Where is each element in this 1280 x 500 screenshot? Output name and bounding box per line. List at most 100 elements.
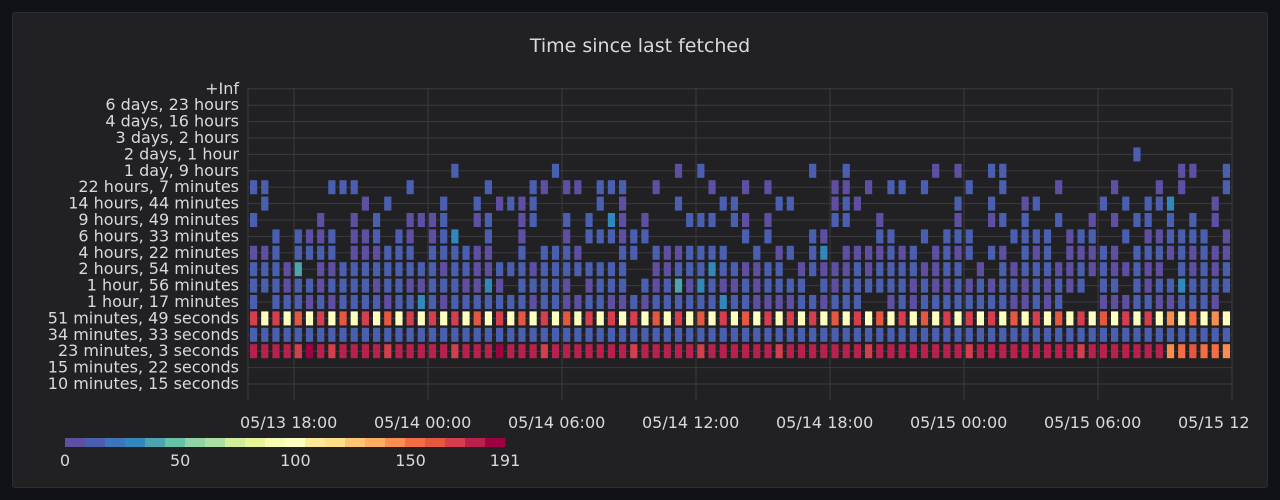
heatmap-cell (339, 278, 347, 293)
heatmap-cell (574, 262, 582, 277)
heatmap-cell (1133, 327, 1141, 342)
legend-swatch (285, 438, 306, 447)
heatmap-cell (943, 311, 951, 326)
heatmap-cell (674, 163, 683, 178)
heatmap-cell (764, 180, 772, 195)
heatmap-cell (596, 278, 604, 293)
heatmap-cell (585, 344, 593, 359)
heatmap-cell (865, 327, 873, 342)
heatmap-cell (943, 344, 951, 359)
heatmap-cell (797, 262, 806, 277)
heatmap-cell (1010, 229, 1018, 244)
y-tick-label: 9 hours, 49 minutes (78, 210, 239, 229)
heatmap-cell (988, 196, 996, 211)
heatmap-cell (428, 245, 437, 260)
heatmap-cell (563, 295, 571, 309)
heatmap-cell (697, 295, 705, 309)
heatmap-cell (1211, 262, 1219, 277)
heatmap-cell (1111, 311, 1119, 326)
heatmap-cell (865, 180, 873, 195)
heatmap-cell (328, 229, 336, 244)
heatmap-cell (1144, 262, 1152, 277)
legend-tick-label: 150 (395, 451, 426, 470)
heatmap-cell (473, 213, 481, 227)
heatmap-cell (1200, 245, 1208, 260)
heatmap-cell (395, 344, 403, 359)
heatmap-cell (406, 180, 414, 195)
heatmap-cell (730, 213, 738, 227)
heatmap-cell (462, 245, 470, 260)
heatmap-cell (294, 344, 302, 359)
heatmap-cell (1178, 245, 1186, 260)
heatmap-cell (797, 344, 806, 359)
heatmap-cell (1189, 344, 1197, 359)
heatmap-cell (853, 311, 861, 326)
heatmap-cell (540, 344, 548, 359)
heatmap-cell (440, 327, 448, 342)
heatmap-cell (507, 344, 515, 359)
heatmap-cell (976, 262, 984, 277)
heatmap-cell (842, 278, 850, 293)
heatmap-cell (965, 245, 973, 260)
heatmap-cell (887, 295, 895, 309)
heatmap-cell (719, 278, 727, 293)
legend-swatch (85, 438, 106, 447)
heatmap-cell (283, 262, 291, 277)
heatmap-cell (965, 311, 973, 326)
heatmap-cell (1032, 229, 1040, 244)
heatmap-cell (1155, 262, 1163, 277)
heatmap-cell (384, 295, 392, 309)
heatmap-cell (596, 344, 604, 359)
heatmap-cell (786, 327, 794, 342)
heatmap-cell (529, 262, 537, 277)
heatmap-cell (988, 311, 996, 326)
heatmap-cell (1077, 262, 1085, 277)
heatmap-cell (1111, 245, 1119, 260)
heatmap-cell (1099, 196, 1107, 211)
heatmap-cell (451, 262, 459, 277)
heatmap-cell (250, 344, 258, 359)
heatmap-cell (786, 278, 794, 293)
heatmap-cell (384, 245, 392, 260)
heatmap-cell (339, 344, 347, 359)
heatmap-cell (563, 245, 571, 260)
heatmap-cell (596, 180, 604, 195)
heatmap-cell (283, 295, 291, 309)
heatmap-cell (1055, 262, 1063, 277)
heatmap-cell (1211, 295, 1219, 309)
heatmap-cell (361, 196, 369, 211)
heatmap-cell (652, 278, 660, 293)
heatmap-cell (1055, 213, 1063, 227)
heatmap-cell (619, 278, 627, 293)
heatmap-cell (1222, 278, 1230, 293)
heatmap-cell (529, 311, 537, 326)
heatmap-cell (250, 311, 258, 326)
heatmap-cell (932, 245, 940, 260)
heatmap-cell (831, 327, 839, 342)
heatmap-cell (719, 262, 727, 277)
heatmap-cell (373, 262, 381, 277)
heatmap-cell (507, 295, 515, 309)
heatmap-cell (976, 295, 984, 309)
heatmap-cell (920, 327, 929, 342)
heatmap-cell (641, 213, 649, 227)
heatmap-cell (1178, 311, 1186, 326)
heatmap-cell (775, 196, 783, 211)
heatmap-cell (406, 229, 414, 244)
heatmap-cell (719, 245, 727, 260)
heatmap-cell (1155, 278, 1163, 293)
heatmap-cell (764, 262, 772, 277)
heatmap-cell (596, 311, 604, 326)
heatmap-cell (809, 344, 817, 359)
heatmap-cell (1178, 278, 1186, 293)
heatmap-cell (730, 327, 738, 342)
heatmap-cell (395, 295, 403, 309)
heatmap-cell (954, 229, 962, 244)
heatmap-cell (809, 245, 817, 260)
heatmap-cell (943, 278, 951, 293)
heatmap-cell (809, 311, 817, 326)
heatmap-cell (663, 278, 671, 293)
heatmap-cell (395, 278, 403, 293)
legend-swatch (265, 438, 286, 447)
heatmap-cell (1099, 262, 1107, 277)
